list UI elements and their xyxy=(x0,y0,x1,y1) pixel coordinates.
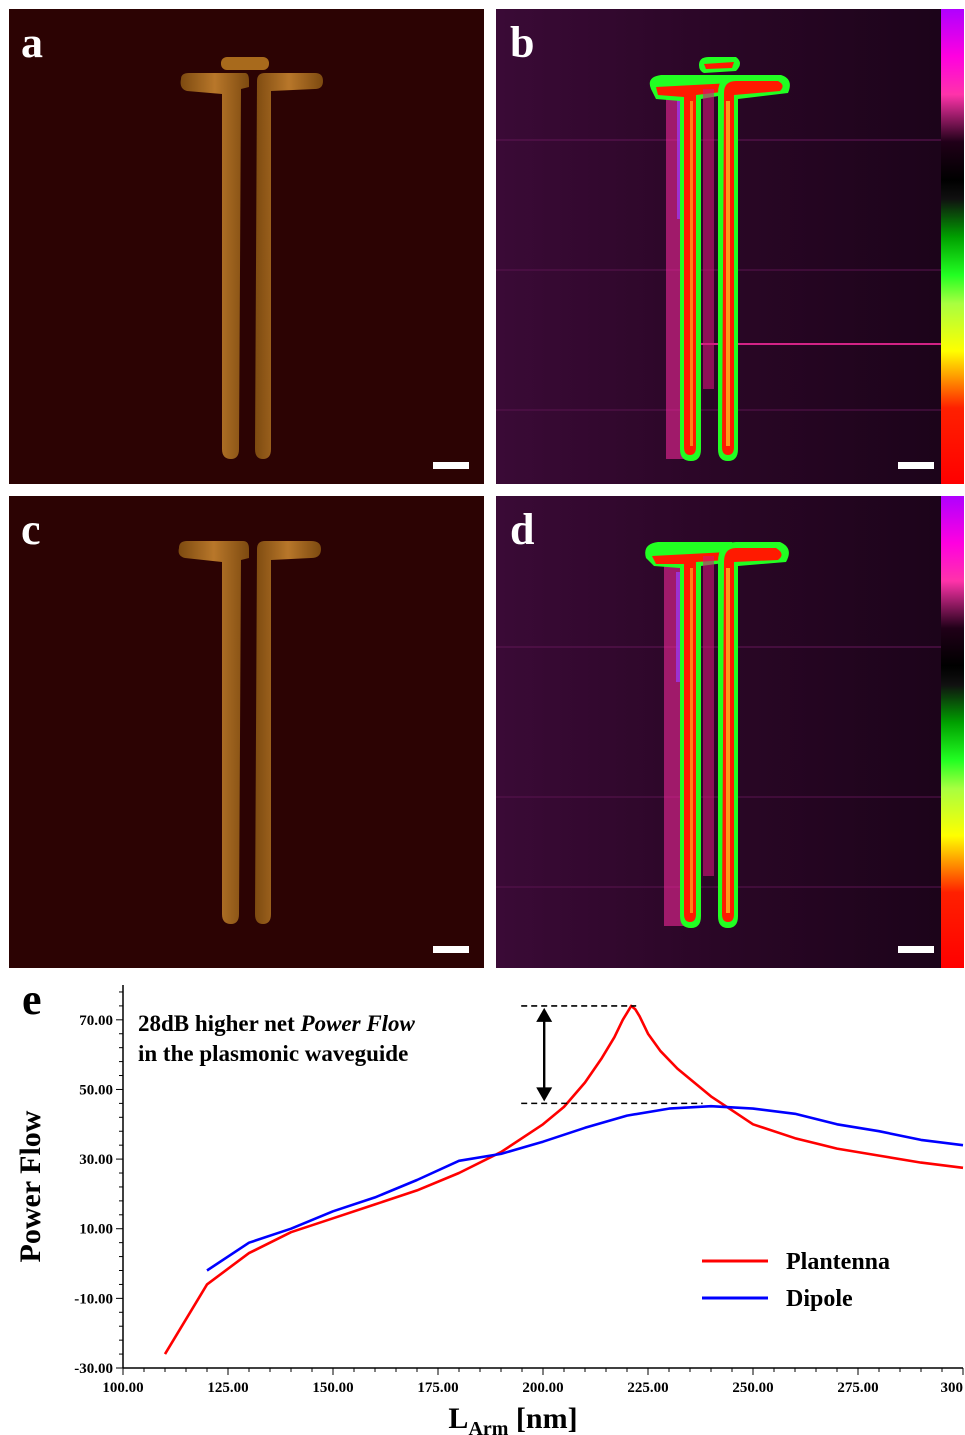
x-tick-label: 300 xyxy=(941,1380,964,1396)
near-field-structure-b xyxy=(496,9,941,484)
afm-structure-c xyxy=(178,541,321,924)
x-tick-label: 175.00 xyxy=(417,1380,458,1396)
scale-bar xyxy=(433,462,469,469)
chart-svg: -30.00 -10.00 10.00 30.00 50.00 70.00 100.00 12… xyxy=(14,985,964,1435)
y-tick-label: -30.00 xyxy=(74,1361,113,1377)
near-field-image-d: d xyxy=(496,496,941,968)
near-field-structure-d xyxy=(496,496,941,968)
scale-bar xyxy=(433,946,469,953)
afm-image-c: c xyxy=(9,496,484,968)
y-tick-label: 10.00 xyxy=(79,1222,113,1238)
x-tick-label: 225.00 xyxy=(627,1380,668,1396)
colorbar xyxy=(941,496,964,968)
series-line-plantenna xyxy=(163,1004,964,1355)
annotation-arrowhead-up xyxy=(536,1007,553,1022)
y-tick-label: -10.00 xyxy=(74,1291,113,1307)
y-tick-label: 70.00 xyxy=(79,1013,113,1029)
afm-structure-a xyxy=(180,57,323,459)
panel-label-d: d xyxy=(510,505,535,554)
x-tick-label: 125.00 xyxy=(207,1380,248,1396)
x-tick-label: 275.00 xyxy=(837,1380,878,1396)
power-flow-chart: -30.00 -10.00 10.00 30.00 50.00 70.00 100.00 12… xyxy=(0,975,965,1435)
series-line-dipole xyxy=(206,1104,964,1272)
annotation-text-line1: 28dB higher net Power Flow xyxy=(138,1011,416,1036)
panel-label-e: e xyxy=(22,975,42,1024)
y-tick-label: 50.00 xyxy=(79,1082,113,1098)
scale-bar xyxy=(898,946,934,953)
x-tick-label: 250.00 xyxy=(732,1380,773,1396)
annotation-arrowhead-down xyxy=(536,1087,553,1102)
x-axis-label: LArm [nm] xyxy=(448,1402,577,1435)
panel-label-c: c xyxy=(21,505,41,554)
y-axis-label: Power Flow xyxy=(14,1110,47,1262)
near-field-image-b: b xyxy=(496,9,941,484)
x-tick-label: 200.00 xyxy=(522,1380,563,1396)
panel-label-b: b xyxy=(510,18,535,67)
colorbar xyxy=(941,9,964,484)
legend-label-dipole: Dipole xyxy=(786,1286,853,1312)
annotation-text-line2: in the plasmonic waveguide xyxy=(138,1041,408,1066)
afm-image-a: a xyxy=(9,9,484,484)
scale-bar xyxy=(898,462,934,469)
x-tick-label: 150.00 xyxy=(312,1380,353,1396)
x-tick-label: 100.00 xyxy=(102,1380,143,1396)
panel-label-a: a xyxy=(21,18,43,67)
legend-label-plantenna: Plantenna xyxy=(786,1249,890,1275)
y-tick-label: 30.00 xyxy=(79,1152,113,1168)
